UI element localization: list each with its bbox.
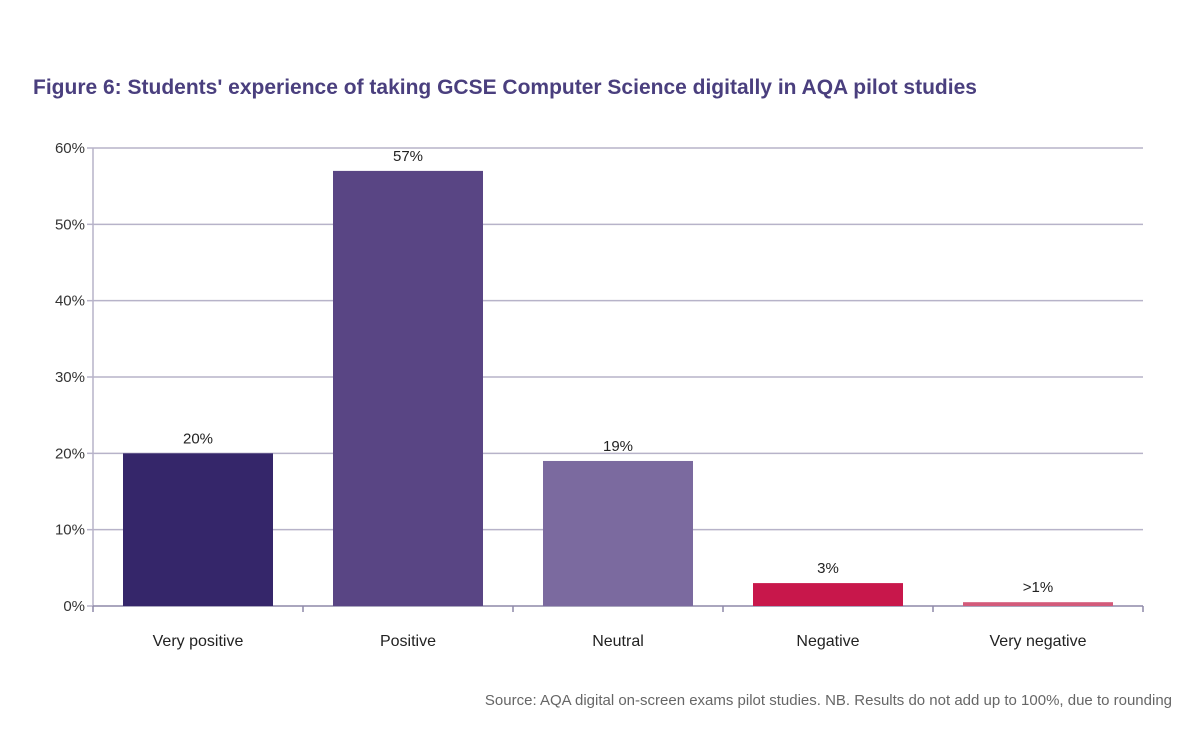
x-tick-label: Very negative xyxy=(990,633,1087,650)
bar xyxy=(753,583,903,606)
data-labels: 20% 57% 19% 3% >1% xyxy=(183,148,1053,596)
y-tick-label: 40% xyxy=(55,293,85,310)
bars xyxy=(123,170,1113,606)
y-axis-ticks: 0% 10% 20% 30% 40% 50% 60% xyxy=(55,140,85,615)
data-label: 3% xyxy=(817,560,839,577)
y-tick-label: 30% xyxy=(55,369,85,386)
data-label: 57% xyxy=(393,148,423,165)
data-label: 20% xyxy=(183,430,213,447)
x-tick-label: Positive xyxy=(380,633,436,650)
data-label: 19% xyxy=(603,438,633,455)
y-tick-label: 20% xyxy=(55,445,85,462)
y-tick-label: 0% xyxy=(63,598,85,615)
data-label: >1% xyxy=(1023,579,1053,596)
source-note: Source: AQA digital on-screen exams pilo… xyxy=(484,692,1172,709)
bar xyxy=(333,170,483,606)
x-tick-label: Very positive xyxy=(153,633,244,650)
bar xyxy=(543,460,693,606)
y-tick-label: 60% xyxy=(55,140,85,157)
chart-title: Figure 6: Students' experience of taking… xyxy=(33,76,977,99)
bar xyxy=(123,453,273,606)
y-tick-label: 10% xyxy=(55,522,85,539)
bar xyxy=(963,602,1113,606)
y-tick-label: 50% xyxy=(55,216,85,233)
x-axis-ticks: Very positive Positive Neutral Negative Very… xyxy=(153,633,1087,650)
x-tick-label: Neutral xyxy=(592,633,644,650)
x-tick-label: Negative xyxy=(796,633,859,650)
